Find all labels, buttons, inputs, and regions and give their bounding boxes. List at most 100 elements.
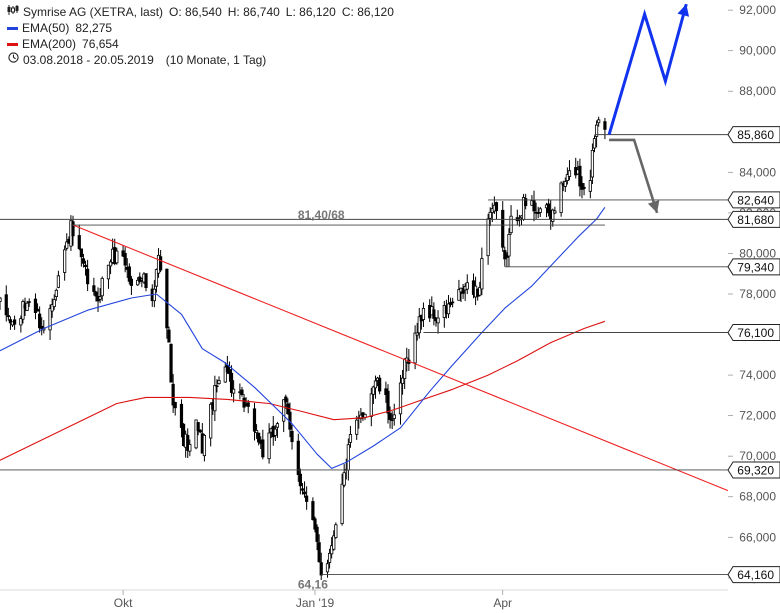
candle-body [0,297,2,302]
candle-body [342,472,346,486]
candle [56,270,61,289]
candle [442,300,446,328]
candle [551,208,555,227]
candlestick-series [0,116,607,580]
legend-row-ema50[interactable]: EMA(50) 82,275 [6,20,394,36]
candle [252,402,257,441]
candle [115,247,119,265]
candle-body [129,278,134,286]
candle [348,425,353,448]
candle-body [436,317,440,324]
candle-body [501,209,505,248]
y-tick-label: 66,000 [739,530,776,544]
candle-body [448,302,453,306]
candle-body [6,315,10,318]
candle [52,294,56,310]
candle [83,260,88,276]
candle-body [27,301,31,303]
chart-legend: Symrise AG (XETRA, last) O: 86,540 H: 86… [6,4,394,68]
x-tick-label: Jan '19 [296,596,335,610]
candle-body [559,182,563,213]
candle [217,376,221,385]
level-tag-label: 69,320 [737,463,774,477]
level-tag-label: 76,100 [737,326,774,340]
candle [398,374,403,425]
candle [94,290,98,302]
candle [457,279,461,301]
candle [202,433,207,462]
candle [284,394,288,409]
close-value: 86,120 [357,5,394,19]
time-axis[interactable]: Okt Jan '19 Apr [0,589,728,610]
candle-body [108,261,113,267]
candle [559,181,563,217]
candle-body [300,488,305,491]
candle-body [603,121,607,130]
candle [86,259,90,292]
candle [578,158,582,197]
candle-body [451,301,455,304]
instrument-name: Symrise AG (XETRA, last) [23,5,164,19]
candle [290,424,294,450]
candle-body [13,319,17,325]
period-range: 03.08.2018 - 20.05.2019 [23,53,154,67]
candle [315,524,319,551]
candle [597,116,601,127]
candle-body [106,264,111,280]
candle [478,281,482,297]
candle-body [196,422,200,431]
candle [54,288,58,301]
ema50-swatch [7,26,18,30]
level-tag: 69,320 [727,461,780,479]
candle-body [551,209,555,222]
candle-body [563,181,567,187]
support-resistance-levels [0,134,728,576]
candle-body [167,329,171,343]
candle-body [79,248,83,258]
downtrend-line [72,224,729,492]
candle-body [494,202,499,212]
candle-body [302,491,307,495]
candle-body [355,419,359,435]
candle-body [71,221,75,237]
candle [136,277,140,286]
candle-body [536,212,540,214]
candle-body [330,545,334,555]
candle-body [275,423,280,428]
candle-body [378,377,382,392]
price-axis[interactable]: 64,00066,00068,00070,00072,00074,00076,0… [727,3,780,585]
candle-body [33,298,38,313]
legend-row-ema200[interactable]: EMA(200) 76,654 [6,36,394,52]
candle-body [509,215,513,234]
candle [538,206,542,218]
candle [355,415,359,440]
candle [209,402,213,447]
low-value: 86,120 [299,5,336,19]
candle [386,384,390,424]
bullish-scenario-arrow-head [677,4,690,17]
candle-body [240,389,244,395]
candle-body [38,313,42,329]
candle-body [186,435,190,451]
candle [171,374,175,413]
candle-body [315,526,319,542]
candle [77,224,81,251]
level-tag: 81,680 [727,210,780,228]
candle-body [242,397,246,408]
candle [524,193,528,210]
candle [509,205,513,235]
candle [198,429,202,434]
candle-body [413,332,417,364]
candle [332,530,336,551]
candle [436,310,440,334]
candle-body [229,372,234,393]
candle [501,201,505,252]
bearish-scenario-arrow [609,138,659,214]
candle-body [25,302,29,311]
candle-body [123,253,127,266]
candle-body [246,402,250,407]
candle [194,419,198,450]
y-tick-label: 68,000 [739,490,776,504]
candle [27,298,31,307]
